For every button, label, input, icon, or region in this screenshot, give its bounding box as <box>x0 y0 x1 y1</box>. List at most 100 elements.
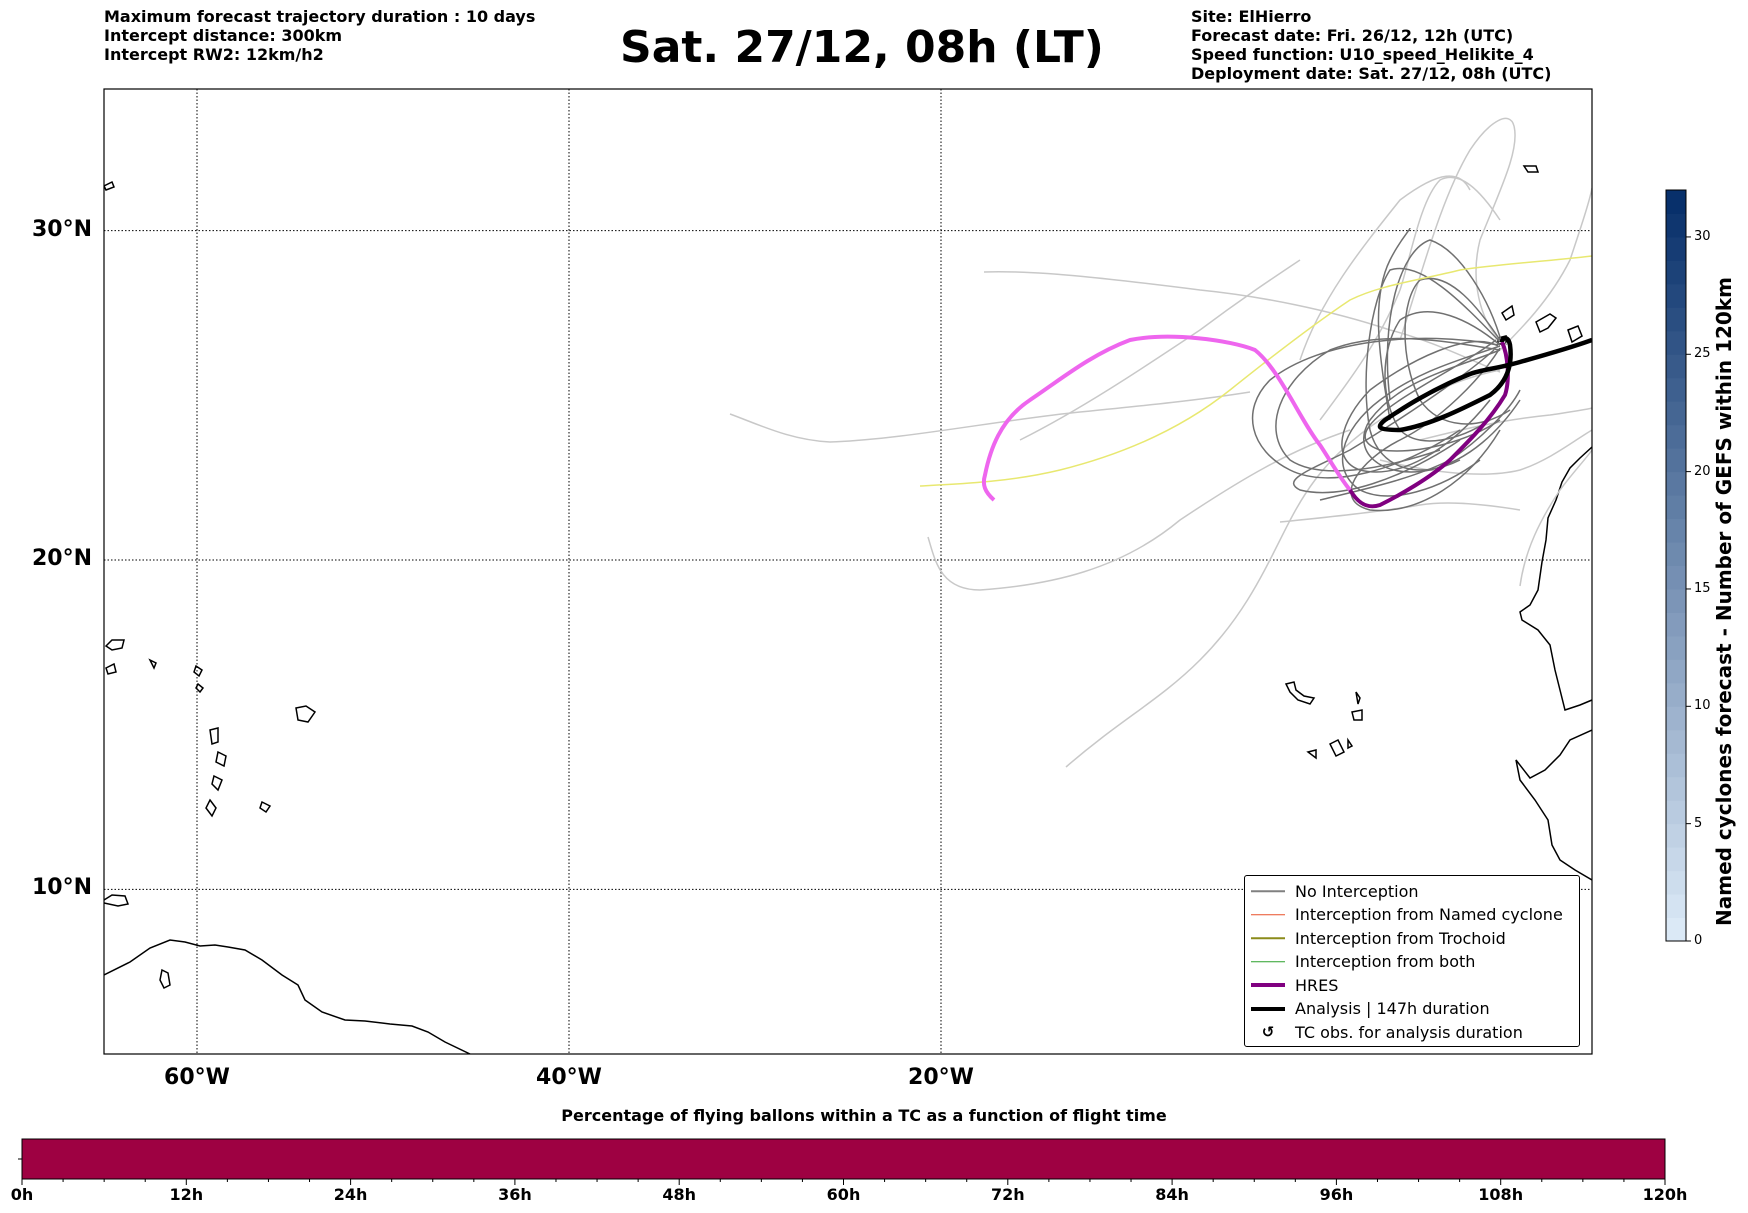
coastline-island-e <box>295 705 317 723</box>
legend-swatch <box>1251 998 1285 1020</box>
trajectory-dark <box>1363 349 1521 473</box>
flight-time-bar <box>18 1138 1666 1185</box>
coastline-trinidad <box>159 968 171 990</box>
hres-trajectory-late <box>1348 341 1510 509</box>
trajectory-dark <box>1384 311 1501 442</box>
legend-swatch <box>1251 927 1285 949</box>
legend: No Interception Interception from Named c… <box>1244 875 1580 1047</box>
coastline-cape-verde-3 <box>1351 709 1363 721</box>
colorbar-band <box>1666 354 1686 379</box>
colorbar-band <box>1666 190 1686 214</box>
trajectory-light <box>1499 187 1592 351</box>
legend-item: Interception from Trochoid <box>1245 927 1506 949</box>
trajectory-light <box>1419 407 1592 441</box>
colorbar-band <box>1666 401 1686 426</box>
colorbar-band <box>1666 518 1686 543</box>
colorbar-tick-label: 30 <box>1694 228 1711 244</box>
coastline-canary-3 <box>1567 325 1583 344</box>
colorbar-band <box>1666 706 1686 731</box>
colorbar-frame <box>1665 189 1687 942</box>
lon-tick-label: 20°W <box>908 1065 974 1090</box>
trajectory-light <box>1279 502 1521 523</box>
legend-label: Interception from Named cyclone <box>1295 905 1563 924</box>
lon-tick-label: 60°W <box>164 1065 230 1090</box>
legend-item: ↺ TC obs. for analysis duration <box>1245 1021 1523 1043</box>
trajectory-light <box>983 271 1501 373</box>
flight-time-tick-label: 12h <box>169 1185 204 1204</box>
colorbar-bands <box>1666 190 1686 942</box>
colorbar-band <box>1666 283 1686 308</box>
colorbar-band <box>1666 729 1686 754</box>
header-left-info: Maximum forecast trajectory duration : 1… <box>104 7 535 64</box>
coastline-south-america <box>104 939 471 1054</box>
colorbar-band <box>1666 260 1686 285</box>
coastline-island-d <box>195 682 205 694</box>
hres-trajectory-early <box>981 334 1352 502</box>
legend-label: Interception from Trochoid <box>1295 928 1506 948</box>
coastline-island-k <box>104 180 115 191</box>
intercept-rw2-text: Intercept RW2: 12km/h2 <box>104 45 324 64</box>
flight-time-bar-title: Percentage of flying ballons within a TC… <box>561 1106 1167 1125</box>
flight-time-tick-label: 72h <box>990 1185 1025 1204</box>
analysis-trajectory <box>1377 336 1592 433</box>
coastline-canary-2 <box>1535 313 1558 334</box>
site-text: Site: ElHierro <box>1191 7 1312 26</box>
colorbar <box>1665 189 1691 942</box>
colorbar-band <box>1666 753 1686 778</box>
flight-time-bar-fill <box>21 1138 1666 1180</box>
colorbar-band <box>1666 635 1686 660</box>
colorbar-band <box>1666 565 1686 590</box>
trajectory-dark <box>1341 340 1499 473</box>
colorbar-band <box>1666 307 1686 332</box>
colorbar-title: Named cyclones forecast - Number of GEFS… <box>1712 277 1736 926</box>
legend-swatch <box>1251 974 1285 996</box>
colorbar-band <box>1666 800 1686 825</box>
trajectory-light <box>1299 175 1471 361</box>
coastline-africa <box>1515 446 1592 881</box>
coastline-island-j <box>259 800 272 814</box>
trajectory-light <box>1319 176 1501 421</box>
lat-tick-label: 10°N <box>32 875 93 901</box>
coastline-island-h <box>211 774 223 792</box>
colorbar-band <box>1666 823 1686 848</box>
colorbar-band <box>1666 894 1686 919</box>
trajectory-dark <box>1365 267 1501 471</box>
colorbar-band <box>1666 847 1686 872</box>
coastline-island-c <box>193 664 203 678</box>
coastline-island-a <box>105 662 117 675</box>
colorbar-tick-label: 25 <box>1694 346 1711 362</box>
legend-swatch: ↺ <box>1261 1023 1275 1041</box>
colorbar-band <box>1666 659 1686 684</box>
legend-item: Interception from both <box>1245 951 1475 973</box>
colorbar-tick-label: 20 <box>1694 463 1711 479</box>
colorbar-tick-label: 10 <box>1694 698 1711 714</box>
legend-label: TC obs. for analysis duration <box>1295 1022 1523 1042</box>
colorbar-band <box>1666 330 1686 355</box>
flight-time-bar-ticks <box>21 1179 1666 1185</box>
flight-time-tick-label: 120h <box>1642 1185 1688 1204</box>
flight-time-tick-label: 108h <box>1478 1185 1524 1204</box>
colorbar-tick-label: 15 <box>1694 580 1711 596</box>
coastline-cape-verde-6 <box>1347 737 1354 750</box>
colorbar-band <box>1666 776 1686 801</box>
main-title: Sat. 27/12, 08h (LT) <box>620 22 1104 73</box>
coastline-cape-verde-1 <box>1284 681 1316 705</box>
flight-time-tick-label: 48h <box>662 1185 697 1204</box>
coastline-island-i <box>205 798 217 818</box>
trajectory-dark <box>1404 277 1511 425</box>
flight-time-tick-label: 96h <box>1319 1185 1354 1204</box>
forecast-date-text: Forecast date: Fri. 26/12, 12h (UTC) <box>1191 26 1514 45</box>
flight-time-tick-label: 60h <box>826 1185 861 1204</box>
trajectory-light <box>729 391 1251 443</box>
flight-time-tick-label: 0h <box>10 1185 34 1204</box>
colorbar-band <box>1666 236 1686 261</box>
map-frame <box>103 88 1593 1055</box>
coastline-madeira <box>1522 165 1540 173</box>
coastline-caribbean-1 <box>104 894 130 907</box>
coastline-cape-verde-2 <box>1355 691 1361 705</box>
intercept-distance-text: Intercept distance: 300km <box>104 26 343 45</box>
coastline-island-g <box>215 750 227 768</box>
coastline-canary-1 <box>1501 304 1515 322</box>
trajectory-dark <box>1364 339 1501 452</box>
colorbar-band <box>1666 612 1686 637</box>
